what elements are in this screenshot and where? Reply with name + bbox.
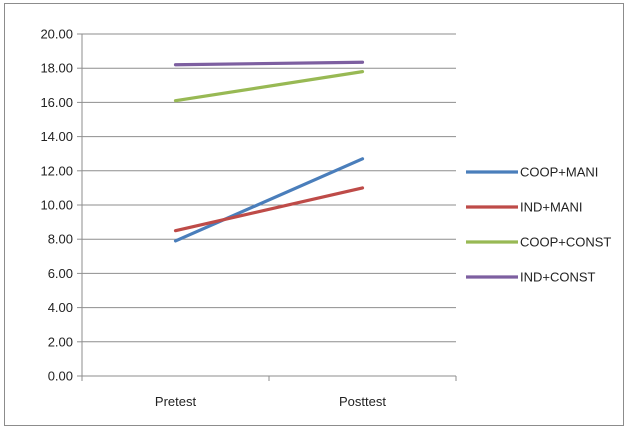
y-tick-label: 12.00 xyxy=(40,163,73,178)
y-tick-label: 18.00 xyxy=(40,61,73,76)
series-line xyxy=(173,70,365,103)
legend-label: COOP+CONST xyxy=(520,235,611,250)
x-tick-label: Posttest xyxy=(339,394,386,409)
x-tick-label: Pretest xyxy=(155,394,197,409)
gridlines xyxy=(77,33,456,377)
y-tick-label: 0.00 xyxy=(48,369,73,384)
x-axis: Pretest Posttest xyxy=(81,34,457,409)
line-chart: 0.00 2.00 4.00 6.00 8.00 10.00 12.00 14.00 16.00… xyxy=(40,27,611,410)
series-line xyxy=(173,186,365,233)
chart-frame: 0.00 2.00 4.00 6.00 8.00 10.00 12.00 14.00 16.00… xyxy=(4,3,624,426)
y-tick-label: 10.00 xyxy=(40,198,73,213)
y-tick-label: 2.00 xyxy=(48,334,73,349)
series-line xyxy=(173,157,365,243)
y-tick-label: 4.00 xyxy=(48,300,73,315)
legend: COOP+MANI IND+MANI COOP+CONST IND+CONST xyxy=(466,165,611,285)
y-tick-label: 16.00 xyxy=(40,95,73,110)
series-lines xyxy=(173,60,365,243)
series-line xyxy=(173,60,365,67)
y-tick-label: 20.00 xyxy=(40,27,73,42)
legend-label: IND+CONST xyxy=(520,270,596,285)
y-tick-label: 14.00 xyxy=(40,129,73,144)
y-tick-label: 8.00 xyxy=(48,232,73,247)
legend-label: COOP+MANI xyxy=(520,165,598,180)
y-tick-label: 6.00 xyxy=(48,266,73,281)
y-axis-tick-labels: 0.00 2.00 4.00 6.00 8.00 10.00 12.00 14.00 16.00… xyxy=(40,27,73,384)
legend-label: IND+MANI xyxy=(520,200,582,215)
